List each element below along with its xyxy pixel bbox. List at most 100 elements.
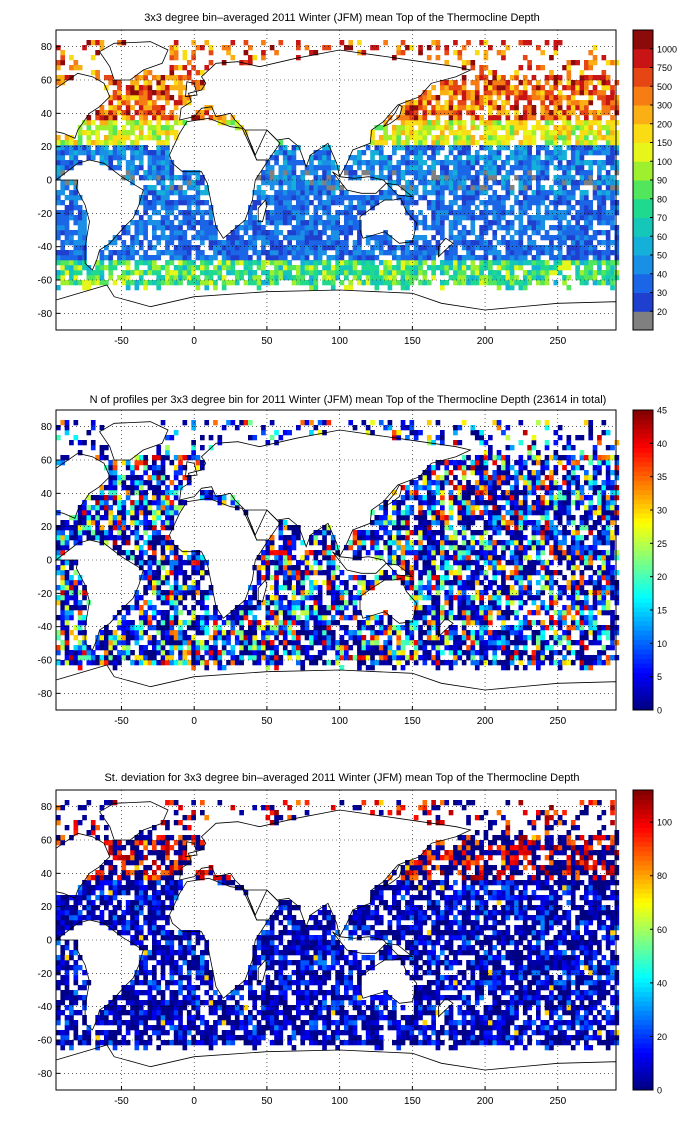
bin-cell: [326, 145, 332, 151]
bin-cell: [121, 530, 127, 536]
bin-cell: [488, 90, 493, 96]
bin-cell: [326, 200, 332, 206]
bin-cell: [173, 130, 179, 136]
bin-cell: [291, 255, 297, 261]
bin-cell: [73, 595, 79, 601]
bin-cell: [121, 515, 127, 521]
bin-cell: [248, 605, 253, 611]
bin-cell: [453, 155, 458, 161]
bin-cell: [278, 150, 284, 156]
bin-cell: [138, 625, 144, 631]
bin-cell: [125, 550, 131, 556]
bin-cell: [352, 640, 358, 646]
bin-cell: [409, 270, 415, 276]
bin-cell: [549, 210, 554, 216]
bin-cell: [134, 460, 140, 466]
bin-cell: [282, 640, 288, 646]
bin-cell: [165, 115, 170, 121]
bin-cell: [413, 120, 419, 126]
bin-cell: [248, 275, 253, 281]
bin-cell: [396, 115, 402, 121]
colorbar-tick-label: 80: [657, 194, 667, 204]
bin-cell: [269, 625, 275, 631]
bin-cell: [361, 545, 367, 551]
bin-cell: [584, 190, 589, 196]
bin-cell: [95, 150, 100, 156]
bin-cell: [474, 50, 480, 56]
bin-cell: [82, 285, 87, 291]
bin-cell: [527, 115, 532, 121]
bin-cell: [540, 170, 546, 176]
bin-cell: [121, 460, 127, 466]
bin-cell: [461, 260, 467, 266]
bin-cell: [304, 570, 310, 576]
bin-cell: [261, 280, 266, 286]
bin-cell: [287, 620, 292, 626]
bin-cell: [230, 260, 236, 266]
bin-cell: [505, 115, 511, 121]
bin-cell: [112, 465, 118, 471]
bin-cell: [505, 210, 511, 216]
bin-cell: [256, 660, 262, 666]
bin-cell: [121, 100, 127, 106]
bin-cell: [112, 635, 118, 641]
bin-cell: [326, 625, 332, 631]
bin-cell: [605, 220, 611, 226]
bin-cell: [522, 95, 528, 101]
bin-cell: [509, 285, 515, 291]
bin-cell: [562, 225, 567, 231]
bin-cell: [483, 240, 489, 246]
bin-cell: [291, 250, 297, 256]
bin-cell: [200, 640, 205, 646]
bin-cell: [234, 260, 240, 266]
bin-cell: [431, 245, 436, 251]
bin-cell: [601, 255, 607, 261]
bin-cell: [562, 200, 567, 206]
bin-cell: [165, 145, 170, 151]
bin-cell: [335, 610, 340, 616]
bin-cell: [204, 665, 210, 671]
colorbar-tick-label: 1000: [657, 44, 677, 54]
bin-cell: [239, 270, 244, 276]
bin-cell: [234, 245, 240, 251]
bin-cell: [378, 160, 384, 166]
bin-cell: [178, 190, 183, 196]
bin-cell: [95, 520, 100, 526]
bin-cell: [588, 50, 594, 56]
bin-cell: [461, 235, 467, 241]
bin-cell: [138, 545, 144, 551]
bin-cell: [274, 430, 279, 436]
bin-cell: [186, 215, 192, 221]
bin-cell: [344, 165, 349, 171]
bin-cell: [614, 135, 620, 141]
bin-cell: [413, 255, 419, 261]
bin-cell: [300, 265, 306, 271]
bin-cell: [99, 280, 105, 286]
bin-cell: [143, 615, 148, 621]
bin-cell: [352, 610, 358, 616]
bin-cell: [60, 75, 66, 81]
bin-cell: [418, 130, 423, 136]
bin-cell: [278, 520, 284, 526]
bin-cell: [431, 250, 436, 256]
bin-cell: [365, 655, 371, 661]
bin-cell: [466, 195, 471, 201]
bin-cell: [278, 585, 284, 591]
bin-cell: [165, 260, 170, 266]
colorbar-tick-label: 30: [657, 288, 667, 298]
bin-cell: [300, 585, 306, 591]
bin-cell: [69, 205, 74, 211]
bin-cell: [121, 115, 127, 121]
bin-cell: [248, 610, 253, 616]
bin-cell: [440, 180, 445, 186]
bin-cell: [601, 195, 607, 201]
bin-cell: [335, 185, 340, 191]
bin-cell: [191, 615, 196, 621]
bin-cell: [566, 125, 572, 131]
bin-cell: [588, 150, 594, 156]
bin-cell: [466, 140, 471, 146]
bin-cell: [160, 90, 166, 96]
bin-cell: [138, 135, 144, 141]
bin-cell: [344, 245, 349, 251]
bin-cell: [86, 275, 92, 281]
